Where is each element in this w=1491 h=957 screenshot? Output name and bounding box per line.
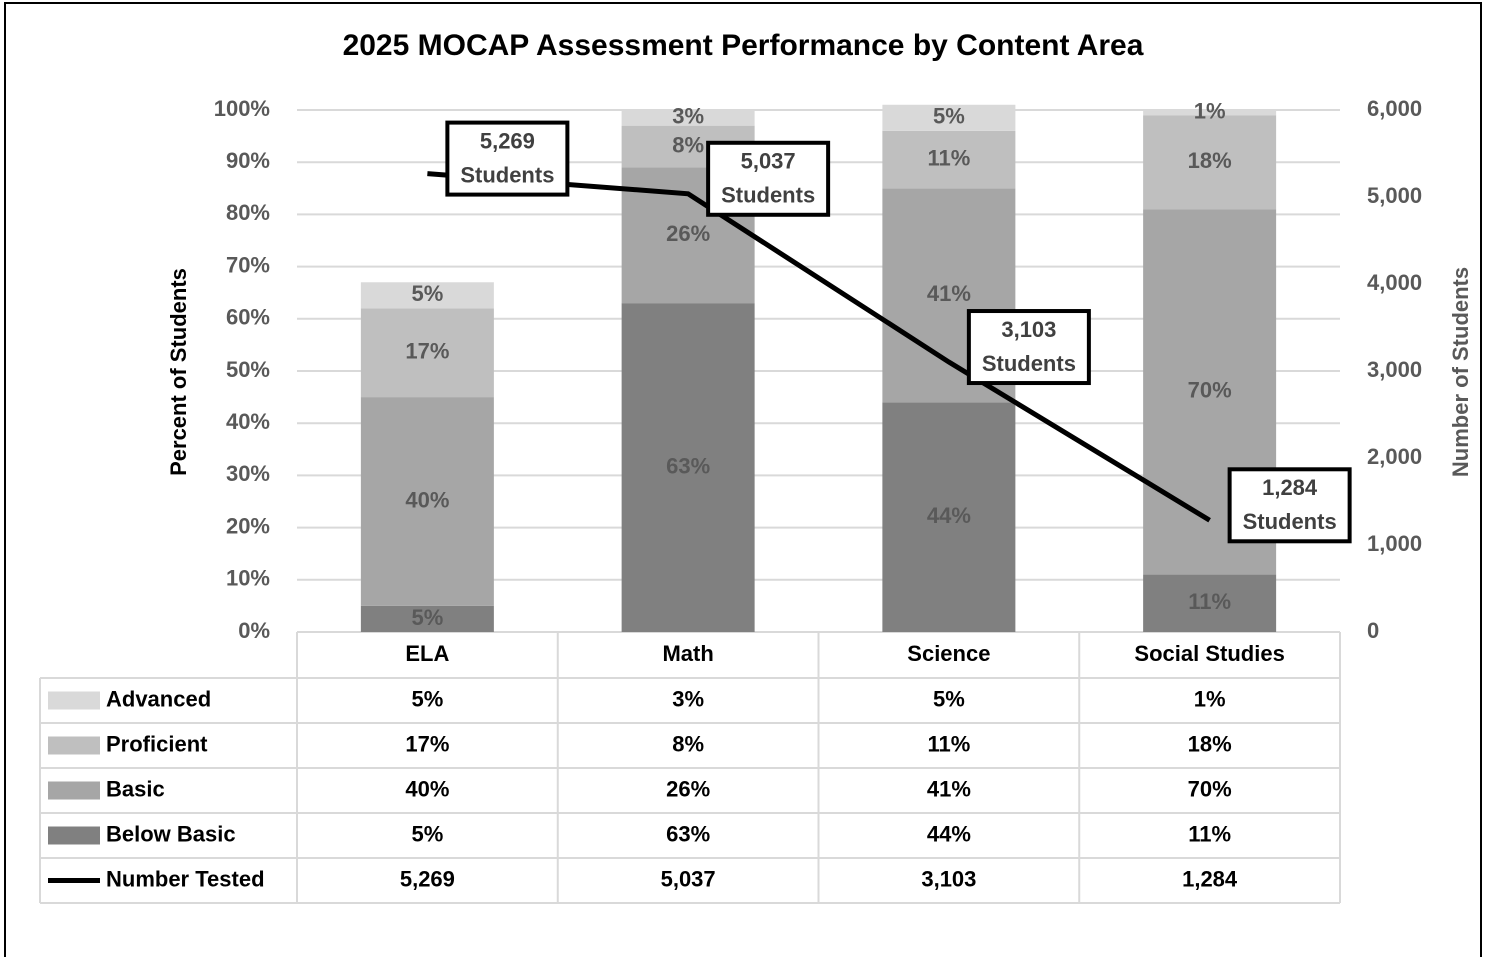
table-cell: 5% (411, 686, 443, 711)
table-cell: 17% (405, 731, 449, 756)
chart-title: 2025 MOCAP Assessment Performance by Con… (343, 29, 1144, 62)
bar-segment (1143, 574, 1277, 632)
data-label: 8% (672, 132, 704, 157)
data-label-unit: Students (721, 183, 815, 208)
table-cell: 63% (666, 821, 710, 846)
x-tick-label: Science (907, 641, 990, 666)
table-cell: 5,037 (661, 866, 716, 891)
data-label-box (966, 309, 1091, 386)
y2-tick-label: 4,000 (1367, 270, 1422, 295)
bar-segment (360, 605, 494, 632)
y2-tick-label: 5,000 (1367, 183, 1422, 208)
table-cell: 18% (1188, 731, 1232, 756)
bar-segment (1143, 110, 1277, 116)
legend-label: Below Basic (106, 821, 236, 846)
y-tick-label: 50% (226, 357, 270, 382)
data-label: 3% (672, 104, 704, 129)
table-cell: 41% (927, 776, 971, 801)
table-cell: 5% (411, 821, 443, 846)
data-label: 40% (405, 487, 449, 512)
table-cell: 1% (1194, 686, 1226, 711)
y2-tick-label: 3,000 (1367, 357, 1422, 382)
y-tick-label: 60% (226, 305, 270, 330)
bar-segment (621, 303, 755, 632)
y-axis-label: Percent of Students (166, 268, 191, 476)
y2-tick-label: 1,000 (1367, 531, 1422, 556)
table-cell: 1,284 (1182, 866, 1238, 891)
y-tick-label: 40% (226, 409, 270, 434)
y2-tick-label: 0 (1367, 618, 1379, 643)
legend-swatch (48, 736, 100, 755)
data-label-box (706, 140, 831, 217)
y-tick-label: 0% (238, 618, 270, 643)
table-cell: 11% (1188, 821, 1231, 846)
y-tick-label: 30% (226, 461, 270, 486)
legend-swatch (48, 781, 100, 800)
table-cell: 3,103 (921, 866, 976, 891)
data-label: 5% (933, 104, 965, 129)
y2-tick-label: 2,000 (1367, 444, 1422, 469)
data-label-unit: Students (460, 162, 554, 187)
y-tick-label: 20% (226, 513, 270, 538)
bar-segment (621, 110, 755, 126)
table-cell: 5,269 (400, 866, 455, 891)
table-cell: 8% (672, 731, 704, 756)
legend-label: Basic (106, 776, 165, 801)
y2-axis-label: Number of Students (1448, 267, 1473, 477)
table-cell: 26% (666, 776, 710, 801)
data-label: 18% (1188, 148, 1232, 173)
table-cell: 70% (1188, 776, 1232, 801)
data-label: 26% (666, 221, 710, 246)
bar-segment (360, 308, 494, 398)
table-cell: 11% (927, 731, 970, 756)
data-label: 1,284 (1262, 475, 1318, 500)
data-label: 5% (411, 281, 443, 306)
table-cell: 3% (672, 686, 704, 711)
data-label: 5,037 (741, 149, 796, 174)
data-label: 5% (411, 605, 443, 630)
bar-segment (882, 402, 1016, 632)
data-label: 5,269 (480, 128, 535, 153)
bar-segment (1143, 115, 1277, 210)
data-label: 63% (666, 453, 710, 478)
legend-label: Advanced (106, 686, 211, 711)
data-label-box (1227, 467, 1352, 544)
table-cell: 40% (405, 776, 449, 801)
data-label: 11% (1188, 589, 1231, 614)
data-label: 41% (927, 281, 971, 306)
data-label: 70% (1188, 378, 1232, 403)
bar-segment (882, 104, 1016, 131)
data-label-box (445, 120, 570, 197)
legend-label: Proficient (106, 731, 208, 756)
x-tick-label: Social Studies (1134, 641, 1284, 666)
y-tick-label: 80% (226, 200, 270, 225)
table-cell: 5% (933, 686, 965, 711)
y-tick-label: 70% (226, 252, 270, 277)
legend-swatch (48, 691, 100, 710)
bar-segment (882, 130, 1016, 189)
y-tick-label: 10% (226, 566, 270, 591)
x-tick-label: ELA (405, 641, 449, 666)
bar-segment (360, 282, 494, 309)
data-label: 17% (405, 339, 449, 364)
y-tick-label: 90% (226, 148, 270, 173)
data-label: 44% (927, 503, 971, 528)
table-cell: 44% (927, 821, 971, 846)
data-label: 3,103 (1001, 317, 1056, 342)
y-tick-label: 100% (214, 96, 270, 121)
x-tick-label: Math (662, 641, 713, 666)
legend-swatch (48, 826, 100, 845)
data-label-unit: Students (982, 351, 1076, 376)
data-label: 1% (1194, 98, 1226, 123)
data-label: 11% (927, 145, 970, 170)
legend-label: Number Tested (106, 866, 265, 891)
data-label-unit: Students (1243, 509, 1337, 534)
y2-tick-label: 6,000 (1367, 96, 1422, 121)
bar-segment (360, 397, 494, 606)
